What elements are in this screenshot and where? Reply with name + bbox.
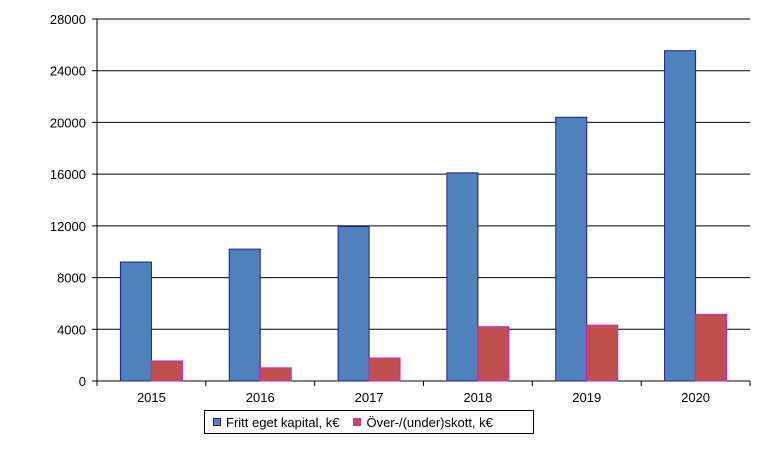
legend-label-series-1: Fritt eget kapital, k€ xyxy=(226,414,340,430)
bars xyxy=(119,50,728,382)
bar-series-1 xyxy=(555,116,588,382)
legend-swatch-series-1 xyxy=(213,418,221,426)
gridlines xyxy=(97,18,750,330)
y-tick-label: 0 xyxy=(79,374,86,389)
legend: Fritt eget kapital, k€ Över-/(under)skot… xyxy=(204,410,534,434)
x-tick-label: 2018 xyxy=(463,390,492,405)
y-tick-label: 28000 xyxy=(50,12,86,27)
legend-swatch-series-2 xyxy=(353,418,362,426)
y-tick-label: 20000 xyxy=(50,115,86,130)
bar-series-2 xyxy=(259,367,292,382)
bar-series-1 xyxy=(337,226,370,382)
axes xyxy=(96,19,750,382)
bar-series-1 xyxy=(119,261,152,382)
bar-series-1 xyxy=(228,248,261,382)
x-axis-ticks: 2015 2016 2017 2018 2019 2020 xyxy=(96,381,751,405)
bar-series-1 xyxy=(446,172,479,382)
y-tick-label: 16000 xyxy=(50,167,86,182)
legend-label-series-2: Över-/(under)skott, k€ xyxy=(366,414,493,430)
y-tick-label: 4000 xyxy=(57,322,86,337)
bar-series-2 xyxy=(477,326,510,382)
legend-item-series-2: Över-/(under)skott, k€ xyxy=(353,414,493,430)
x-tick-label: 2015 xyxy=(137,390,166,405)
y-tick-label: 12000 xyxy=(50,219,86,234)
bar-series-2 xyxy=(150,360,183,382)
y-axis-ticks: 0 4000 8000 12000 16000 20000 24000 28000 xyxy=(50,12,97,389)
bar-series-1 xyxy=(664,50,697,382)
bar-series-2 xyxy=(586,324,619,382)
x-tick-label: 2017 xyxy=(355,390,384,405)
bar-series-2 xyxy=(368,357,401,382)
y-tick-label: 8000 xyxy=(57,271,86,286)
x-tick-label: 2016 xyxy=(246,390,275,405)
legend-item-series-1: Fritt eget kapital, k€ xyxy=(213,415,339,430)
y-tick-label: 24000 xyxy=(50,64,86,79)
x-tick-label: 2019 xyxy=(572,390,601,405)
bar-series-2 xyxy=(695,313,728,382)
x-tick-label: 2020 xyxy=(681,390,710,405)
